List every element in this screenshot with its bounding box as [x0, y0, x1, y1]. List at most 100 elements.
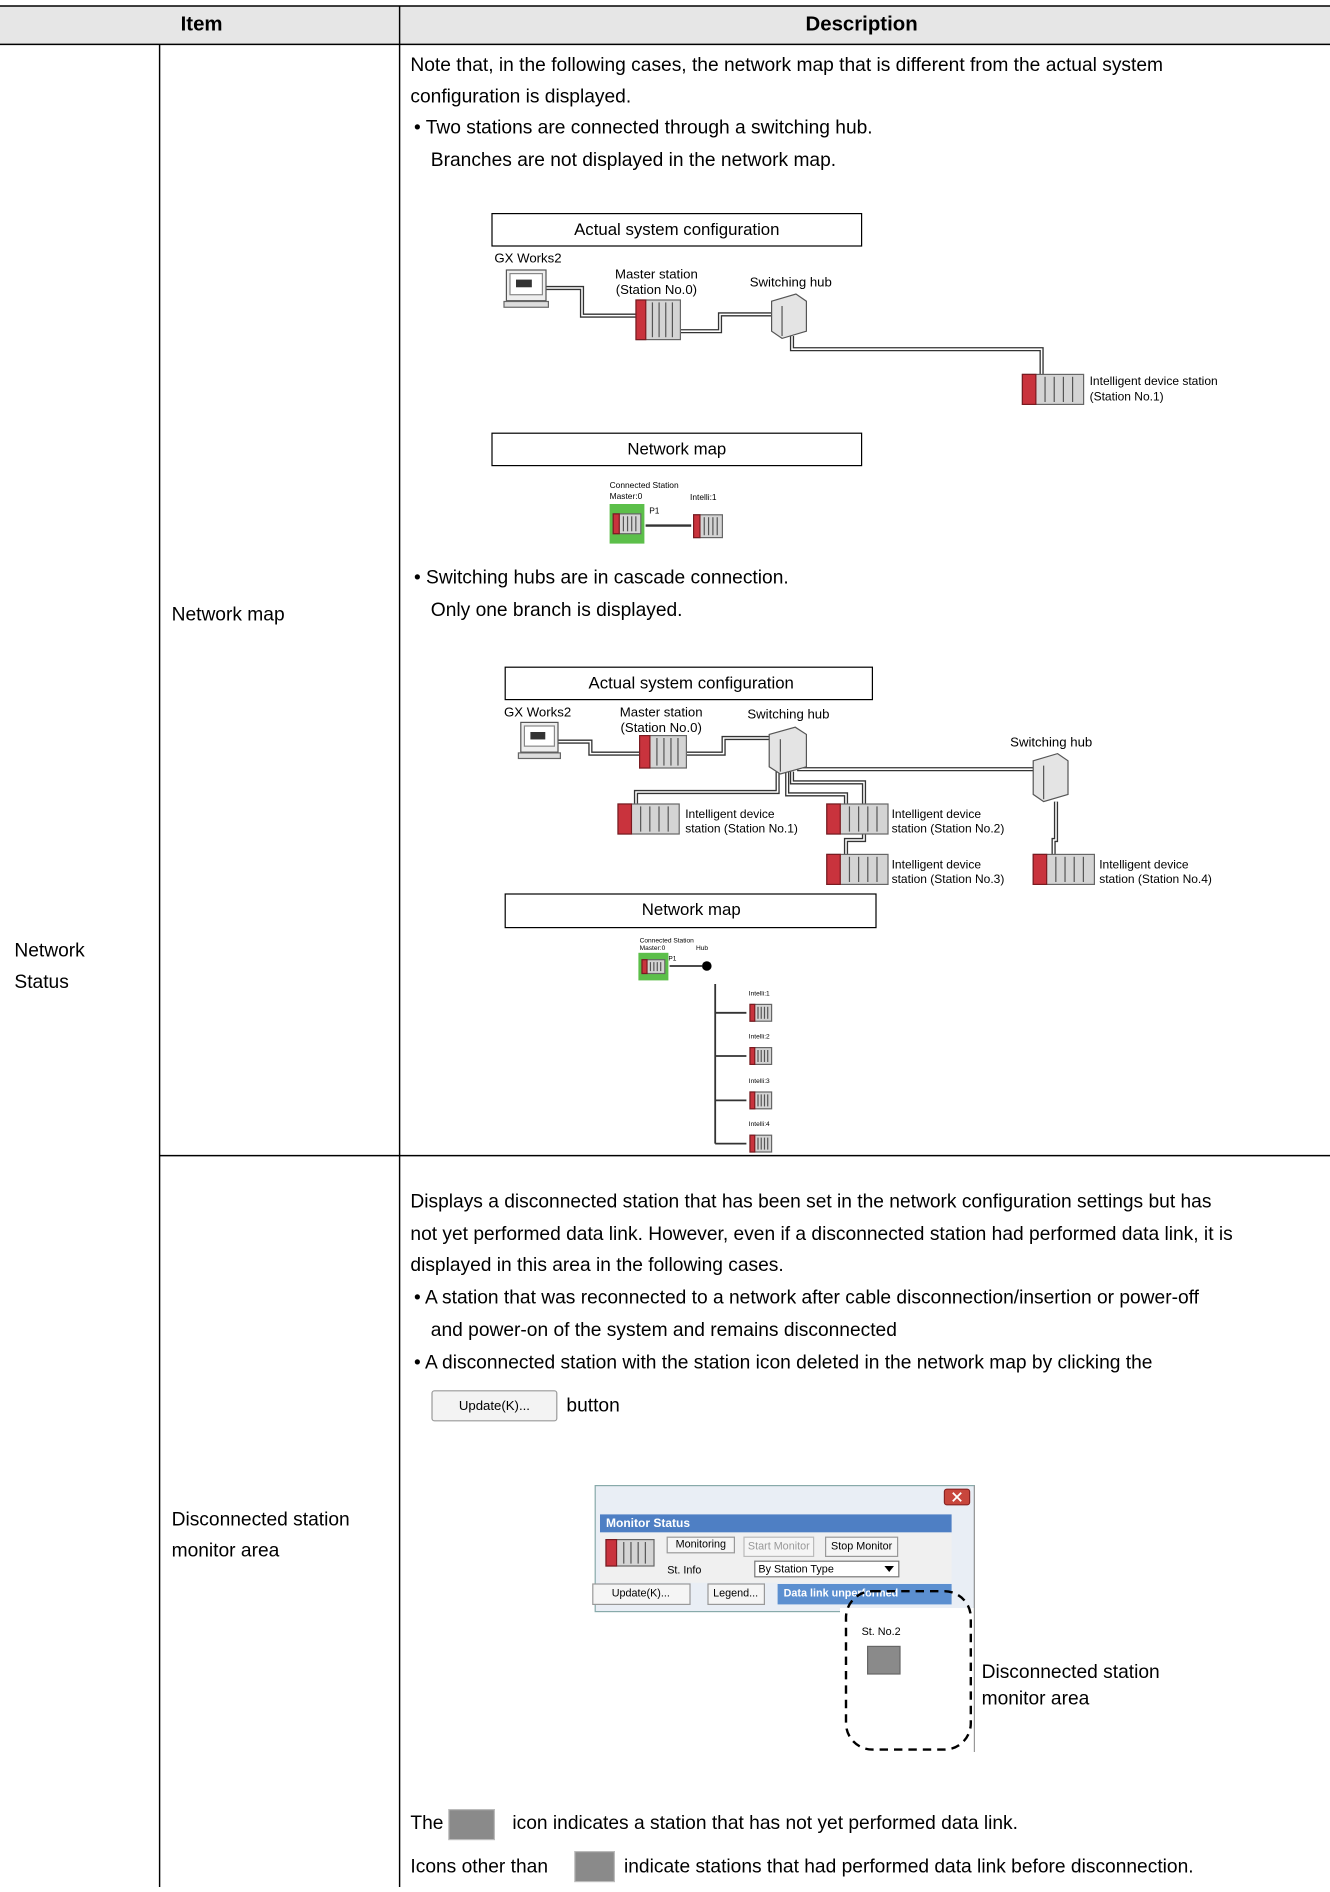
map-label: Intelli:3 [749, 1078, 770, 1085]
unperformed-icon [574, 1851, 616, 1883]
figure-label: Master station [620, 704, 703, 719]
figure-label: Master station [615, 266, 698, 281]
station-cpu [693, 514, 701, 539]
map-hub [702, 961, 712, 971]
ui-label: Monitoring [676, 1538, 726, 1550]
station-cpu [641, 959, 648, 975]
figure-label: station (Station No.1) [685, 821, 798, 835]
ui-button [825, 1536, 899, 1557]
cable [789, 336, 1044, 377]
cable [686, 735, 772, 756]
figure-label: (Station No.0) [616, 282, 697, 297]
map-label: Master:0 [610, 491, 643, 501]
map-label: P1 [649, 505, 660, 515]
cable-core [558, 740, 641, 755]
figure-label: Switching hub [747, 707, 829, 722]
ui-label: Data link unperformed [784, 1587, 899, 1599]
paragraph: Branches are not displayed in the networ… [431, 150, 836, 171]
map-label: Intelli:4 [749, 1121, 770, 1128]
map-label: P1 [668, 956, 676, 963]
pc-window [530, 732, 546, 740]
cable-core [686, 737, 772, 755]
station-cpu [635, 299, 647, 341]
paragraph: icon indicates a station that has not ye… [512, 1813, 1018, 1834]
figure-box [504, 666, 874, 701]
header-bg [0, 6, 1330, 45]
ui-label: By Station Type [758, 1563, 833, 1575]
figure-label: (Station No.1) [1090, 389, 1164, 403]
map-label: Connected Station [610, 480, 679, 490]
paragraph: displayed in this area in the following … [410, 1255, 783, 1276]
map-label: Master:0 [640, 945, 666, 952]
station-cpu [1021, 373, 1037, 405]
paragraph: Only one branch is displayed. [431, 600, 683, 621]
ui-tab [777, 1584, 952, 1605]
ui-label: Legend... [713, 1587, 758, 1599]
figure-label: GX Works2 [494, 251, 561, 266]
ui-button [743, 1536, 815, 1557]
figure-title: Actual system configuration [574, 220, 779, 239]
cable [785, 771, 849, 807]
paragraph: and power-on of the system and remains d… [431, 1320, 897, 1341]
ui-label: St. Info [667, 1565, 701, 1577]
button-label: Update(K)... [459, 1398, 530, 1413]
figure-label: station (Station No.2) [892, 821, 1005, 835]
cable-core [791, 336, 1043, 377]
cable-core [635, 768, 779, 807]
figure-box [491, 212, 863, 247]
station-cpu [639, 735, 651, 769]
map-label: Intelli:2 [749, 1034, 770, 1041]
cable [797, 756, 1042, 780]
station-cpu [1032, 853, 1048, 885]
cable-core [546, 287, 639, 317]
header-description: Description [806, 14, 918, 36]
cable-core [1052, 801, 1057, 857]
pc-keyboard [517, 752, 562, 760]
bullet: • A station that was reconnected to a ne… [414, 1287, 1200, 1308]
cable [558, 739, 641, 756]
figure-title: Actual system configuration [588, 673, 793, 692]
pc-window [516, 279, 532, 288]
paragraph: button [566, 1395, 619, 1416]
hub-icon [1032, 752, 1069, 803]
unperformed-icon [867, 1645, 901, 1675]
paragraph: indicate stations that had performed dat… [624, 1856, 1194, 1877]
figure-label: Intelligent device [685, 807, 775, 821]
header-item: Item [181, 14, 223, 36]
figure-label: Switching hub [1010, 734, 1092, 749]
hub-icon [771, 293, 808, 340]
cable-core [679, 313, 775, 332]
item-label: Disconnected station [172, 1509, 350, 1530]
map-label: Connected Station [640, 938, 695, 945]
figure-label: Switching hub [750, 275, 832, 290]
cable-core [786, 771, 847, 807]
cable [633, 768, 780, 807]
figure-label: station (Station No.4) [1099, 872, 1212, 886]
item-label: Network map [172, 605, 285, 626]
figure-label: Intelligent device [892, 857, 982, 871]
close-x [952, 1492, 962, 1502]
station-cpu [749, 1047, 756, 1065]
station-cpu [826, 803, 841, 835]
dashed-outline [844, 1589, 973, 1751]
ui-button [707, 1583, 766, 1605]
paragraph: Displays a disconnected station that has… [410, 1191, 1211, 1212]
figure-box [491, 432, 863, 467]
paragraph: Note that, in the following cases, the n… [410, 55, 1163, 76]
callout: Disconnected station [982, 1662, 1160, 1683]
ui-label: St. No.2 [862, 1626, 901, 1638]
bullet: • Two stations are connected through a s… [414, 117, 873, 138]
window-titlebar [600, 1514, 952, 1533]
paragraph: Icons other than [410, 1856, 548, 1877]
paragraph: not yet performed data link. However, ev… [410, 1224, 1232, 1245]
map-label: Intelli:1 [749, 990, 770, 997]
button-image [431, 1390, 558, 1422]
monitor-area [840, 1608, 975, 1750]
item-label: monitor area [172, 1541, 280, 1562]
figure-label: GX Works2 [504, 704, 571, 719]
cable [679, 312, 775, 334]
group-label: Network [14, 941, 85, 962]
station-cpu [617, 803, 633, 835]
station-cpu [826, 853, 841, 885]
station-cpu [612, 513, 620, 535]
